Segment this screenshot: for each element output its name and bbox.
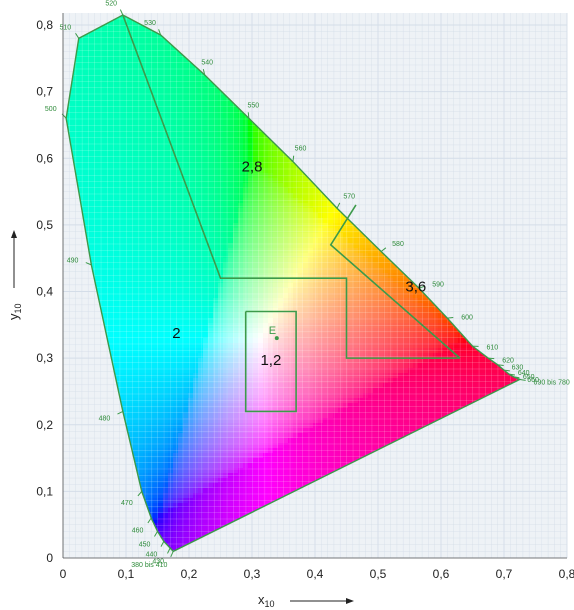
wavelength-label: 620 (502, 357, 514, 364)
x-tick-label: 0,1 (118, 567, 135, 581)
yellow-green-boundary (122, 14, 460, 359)
wavelength-tick (154, 531, 158, 537)
wavelength-label: 550 (247, 102, 259, 109)
wavelength-label: 610 (486, 345, 498, 352)
wavelength-tick (380, 247, 387, 252)
x-tick-label: 0,5 (370, 567, 387, 581)
wavelength-tick (170, 551, 174, 558)
wavelength-tick (497, 364, 504, 366)
wavelength-label: 600 (461, 315, 473, 322)
wavelength-label: 630 (512, 364, 524, 371)
wavelength-label: 660 (527, 377, 539, 384)
wavelength-tick (503, 369, 511, 372)
wavelength-label: 590 (432, 282, 444, 289)
wavelength-tick (292, 155, 295, 162)
x-tick-label: 0,3 (244, 567, 261, 581)
region-label: 3,6 (405, 279, 426, 296)
wavelength-tick (508, 373, 516, 376)
x-tick-label: 0 (60, 567, 67, 581)
wavelength-label: 450 (139, 541, 151, 548)
wavelength-label: 690 bis 780 (534, 380, 570, 387)
wavelength-label: 480 (99, 416, 111, 423)
x-tick-label: 0,7 (496, 567, 513, 581)
y-tick-label: 0,3 (36, 351, 53, 365)
orange-boundary (329, 204, 461, 359)
y-tick-label: 0,6 (36, 151, 53, 165)
wavelength-label: 470 (121, 500, 133, 507)
wavelength-label: 440 (146, 552, 158, 559)
wavelength-tick (418, 285, 425, 289)
y-axis-label: y10 (6, 230, 23, 320)
wavelength-tick (202, 69, 206, 76)
wavelength-tick (75, 33, 80, 39)
wavelength-label: 510 (60, 25, 72, 32)
wavelength-label: 380 bis 410 (131, 562, 167, 569)
wavelength-label: 640 (518, 370, 530, 377)
wavelength-tick (158, 29, 162, 36)
region-label: 2,8 (242, 159, 263, 176)
wavelength-label: 460 (132, 528, 144, 535)
x-tick-label: 0,4 (307, 567, 324, 581)
y-tick-label: 0,5 (36, 218, 53, 232)
white-box (244, 310, 297, 413)
wavelength-label: 500 (45, 106, 57, 113)
wavelength-label: 540 (201, 59, 213, 66)
white-point: E (269, 325, 279, 341)
x-tick-label: 0,8 (559, 567, 574, 581)
y-tick-label: 0,2 (36, 418, 53, 432)
y-tick-label: 0,8 (36, 18, 53, 32)
y-tick-label: 0,7 (36, 85, 53, 99)
wavelength-label: 520 (105, 0, 117, 7)
wavelength-label: 560 (295, 146, 307, 153)
wavelength-label: 580 (392, 241, 404, 248)
x-tick-label: 0,6 (433, 567, 450, 581)
y-tick-label: 0 (46, 551, 53, 565)
x-tick-label: 0,2 (181, 567, 198, 581)
wavelength-tick (488, 357, 495, 360)
wavelength-label: 570 (343, 194, 355, 201)
wavelength-tick (117, 410, 124, 415)
wavelength-tick (336, 202, 341, 209)
wavelength-label: 530 (144, 20, 156, 27)
wavelength-label: 650 (523, 374, 535, 381)
wavelength-tick (447, 316, 454, 319)
wavelength-tick (519, 378, 526, 381)
x-axis-label: x10 (258, 592, 354, 609)
wavelength-tick (247, 112, 250, 119)
wavelength-tick (167, 547, 171, 554)
wavelength-tick (119, 9, 124, 16)
wavelength-label: 430 (152, 559, 164, 566)
wavelength-tick (137, 491, 143, 497)
region-label: 1,2 (260, 352, 281, 369)
wavelength-tick (160, 541, 165, 547)
wavelength-label: 490 (67, 258, 79, 265)
wavelength-tick (85, 262, 92, 266)
axes: 0 0,1 0,2 0,3 0,4 0,5 0,6 0,7 0,8 0 0,1 0,2 0,3 0,4 0,… (36, 13, 574, 581)
wavelength-tick (147, 517, 152, 524)
y-tick-label: 0,1 (36, 484, 53, 498)
y-tick-label: 0,4 (36, 285, 53, 299)
wavelength-tick (513, 376, 520, 379)
region-label: 2 (172, 325, 180, 342)
